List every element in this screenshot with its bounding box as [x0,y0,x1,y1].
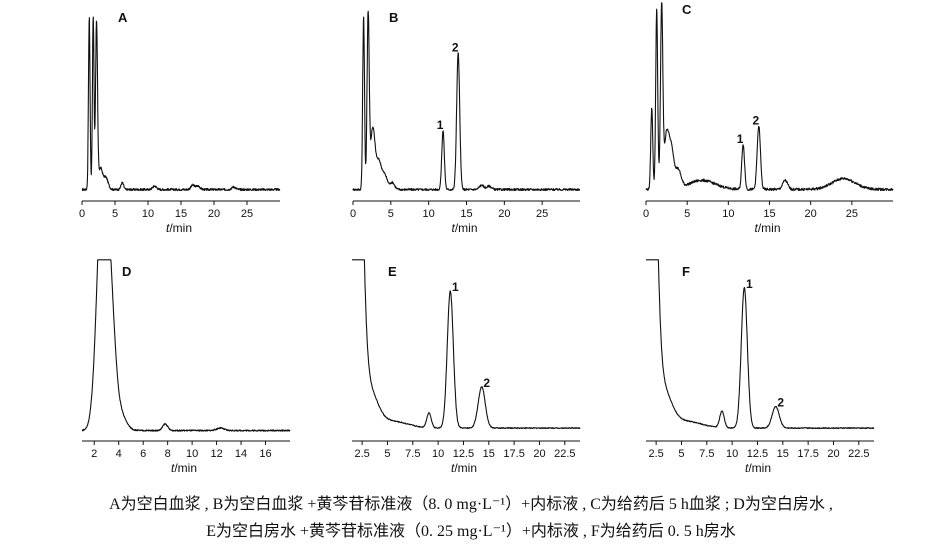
panel-letter-f: F [682,264,690,279]
x-tick-label-f: 5 [678,448,684,460]
x-tick-label-e: 5 [384,448,390,460]
x-tick-label-d: 4 [116,448,122,460]
trace-line-f [645,259,875,430]
x-tick-label-f: 12.5 [747,448,768,460]
x-tick-label-e: 22.5 [554,448,575,460]
x-tick-label-c: 5 [684,208,690,220]
x-tick-label-c: 0 [643,208,649,220]
x-tick-label-b: 20 [498,208,510,220]
panel-letter-a: A [118,10,128,25]
trace-line-e [351,259,581,430]
figure-caption-line-2: E为空白房水 +黄芩苷标准液（0. 25 mg·L⁻¹）+内标液 , F为给药后… [206,523,736,540]
x-tick-label-c: 25 [846,208,858,220]
x-tick-label-f: 10 [726,448,738,460]
figure-caption-line-1: A为空白血浆 , B为空白血浆 +黄芩苷标准液（8. 0 mg·L⁻¹）+内标液… [109,496,833,513]
x-tick-label-e: 10 [432,448,444,460]
trace-line-d [81,259,291,432]
panel-letter-c: C [682,2,692,17]
x-axis-label-c: t/min [755,221,781,235]
x-tick-label-b: 10 [423,208,435,220]
x-tick-label-d: 2 [91,448,97,460]
x-tick-label-e: 2.5 [354,448,369,460]
x-tick-label-d: 10 [186,448,198,460]
x-tick-label-a: 25 [241,208,253,220]
x-axis-label-b: t/min [452,221,478,235]
peak-label-f: 2 [777,396,784,410]
x-tick-label-d: 16 [259,448,271,460]
x-tick-label-b: 15 [460,208,472,220]
x-tick-label-a: 20 [208,208,220,220]
x-tick-label-d: 12 [210,448,222,460]
x-axis-label-e: t/min [451,461,477,475]
x-tick-label-a: 10 [142,208,154,220]
x-tick-label-f: 15 [777,448,789,460]
x-tick-label-d: 14 [235,448,247,460]
x-tick-label-f: 2.5 [648,448,663,460]
x-tick-label-c: 20 [805,208,817,220]
x-tick-label-f: 20 [827,448,839,460]
peak-label-b: 2 [452,40,459,54]
x-tick-label-a: 5 [112,208,118,220]
x-tick-label-f: 17.5 [797,448,818,460]
x-axis-label-d: t/min [171,461,197,475]
x-tick-label-b: 5 [388,208,394,220]
peak-label-e: 1 [452,280,459,294]
trace-line-b [352,10,581,192]
x-tick-label-d: 6 [140,448,146,460]
peak-label-c: 1 [737,132,744,146]
x-tick-label-c: 15 [763,208,775,220]
panel-letter-e: E [388,264,397,279]
x-tick-label-e: 7.5 [405,448,420,460]
x-tick-label-f: 7.5 [699,448,714,460]
x-tick-label-a: 15 [175,208,187,220]
peak-label-e: 2 [483,376,490,390]
x-tick-label-d: 8 [165,448,171,460]
x-tick-label-f: 22.5 [848,448,869,460]
x-tick-label-b: 25 [536,208,548,220]
x-tick-label-e: 20 [533,448,545,460]
x-tick-label-b: 0 [350,208,356,220]
peak-label-c: 2 [752,114,759,128]
trace-line-c [645,2,894,192]
trace-line-a [81,16,281,192]
x-axis-label-a: t/min [166,221,192,235]
x-tick-label-e: 15 [483,448,495,460]
panel-letter-b: B [389,10,398,25]
peak-label-b: 1 [437,118,444,132]
x-tick-label-e: 12.5 [453,448,474,460]
peak-label-f: 1 [746,277,753,291]
x-tick-label-c: 10 [722,208,734,220]
x-axis-label-f: t/min [745,461,771,475]
x-tick-label-e: 17.5 [503,448,524,460]
panel-letter-d: D [122,264,131,279]
x-tick-label-a: 0 [79,208,85,220]
